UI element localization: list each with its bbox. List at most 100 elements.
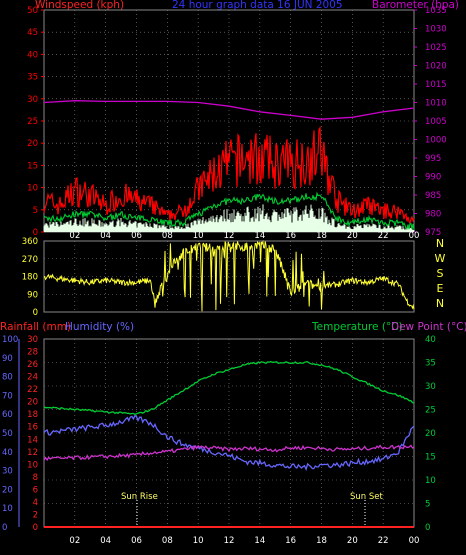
compass-label: W	[435, 252, 446, 265]
time-tick: 08	[162, 536, 173, 546]
dewpoint-line	[43, 444, 415, 462]
rainfall-tick: 4	[33, 498, 38, 508]
time-tick: 04	[100, 231, 111, 241]
rainfall-tick: 18	[27, 410, 38, 420]
direction-tick: 360	[22, 237, 38, 247]
dewpoint-label: Dew Point (°C)	[391, 321, 466, 333]
humidity-tick: 10	[2, 504, 13, 514]
temperature-tick: 25	[425, 406, 436, 416]
humidity-label: Humidity (%)	[65, 321, 134, 333]
compass-label: N	[436, 237, 444, 250]
panel2-grid	[44, 241, 414, 312]
humidity-tick: 80	[2, 373, 13, 383]
barometer-line	[43, 100, 415, 120]
time-tick: 18	[316, 536, 327, 546]
panel3-time-axis: 02 04 06 08 10 12 14 16 18 20 22 00	[69, 536, 419, 546]
temperature-tick: 15	[425, 453, 436, 463]
barometer-tick: 990	[425, 173, 441, 183]
rainfall-tick: 24	[27, 373, 38, 383]
windspeed-tick: 50	[27, 6, 38, 16]
windspeed-line	[43, 125, 415, 225]
time-tick: 20	[347, 536, 358, 546]
humidity-tick: 100	[2, 335, 18, 345]
time-tick: 14	[254, 231, 265, 241]
rainfall-tick: 28	[27, 348, 38, 358]
time-tick: 14	[254, 536, 265, 546]
windspeed-series	[43, 125, 415, 232]
humidity-tick: 40	[2, 448, 13, 458]
windspeed-tick: 45	[27, 28, 38, 38]
rainfall-tick: 10	[27, 460, 38, 470]
time-tick: 00	[409, 231, 420, 241]
windspeed-tick: 30	[27, 95, 38, 105]
time-tick: 12	[224, 536, 235, 546]
rainfall-tick: 14	[27, 435, 38, 445]
graph-title: 24 hour graph data 16 JUN 2005	[172, 0, 343, 11]
time-tick: 12	[224, 231, 235, 241]
time-tick: 16	[285, 231, 296, 241]
direction-tick: 0	[33, 308, 38, 318]
sunrise-label: Sun Rise	[121, 492, 158, 502]
humidity-tick: 50	[2, 429, 13, 439]
barometer-tick: 1025	[425, 43, 447, 53]
humidity-tick: 60	[2, 410, 13, 420]
rainfall-tick: 26	[27, 360, 38, 370]
windspeed-header: Windspeed (kph)	[35, 0, 124, 11]
direction-tick: 90	[27, 290, 38, 300]
sunset-label: Sun Set	[350, 492, 383, 502]
windspeed-tick: 40	[27, 50, 38, 60]
barometer-tick: 980	[425, 210, 441, 220]
humidity-tick: 70	[2, 391, 13, 401]
time-tick: 10	[193, 536, 204, 546]
temperature-tick: 5	[425, 500, 430, 510]
windspeed-tick: 5	[33, 206, 38, 216]
rainfall-tick: 8	[33, 473, 38, 483]
direction-tick: 270	[22, 255, 38, 265]
time-tick: 16	[285, 536, 296, 546]
compass-label: E	[437, 282, 444, 295]
time-tick: 20	[347, 231, 358, 241]
rainfall-tick: 20	[27, 398, 38, 408]
temperature-tick: 20	[425, 429, 436, 439]
time-tick: 18	[316, 231, 327, 241]
panel1-time-axis: 02 04 06 08 10 12 14 16 18 20 22 00	[69, 231, 419, 241]
panel1-grid	[44, 10, 414, 232]
windspeed-tick: 15	[27, 161, 38, 171]
temperature-tick: 40	[425, 335, 436, 345]
barometer-tick: 985	[425, 191, 441, 201]
humidity-line	[43, 414, 415, 472]
wind-direction-line	[43, 239, 415, 312]
rainfall-label: Rainfall (mm)	[0, 321, 71, 333]
temperature-tick: 30	[425, 382, 436, 392]
time-tick: 04	[100, 536, 111, 546]
temperature-axis: 0 5 10 15 20 25 30 35 40	[425, 335, 436, 533]
temperature-label: Temperature (°C)	[311, 321, 403, 333]
windspeed-tick: 0	[33, 228, 38, 238]
barometer-header: Barometer (hpa)	[372, 0, 459, 11]
barometer-tick: 995	[425, 154, 441, 164]
humidity-axis: 0 10 20 30 40 50 60 70 80 90 100	[2, 335, 20, 533]
temperature-line	[43, 360, 415, 416]
humidity-tick: 90	[2, 354, 13, 364]
rainfall-tick: 30	[27, 335, 38, 345]
direction-axis: 0 90 180 270 360	[22, 237, 38, 318]
rainfall-tick: 2	[33, 510, 38, 520]
average-wind-line	[43, 191, 415, 230]
humidity-tick: 20	[2, 485, 13, 495]
temp-humidity-panel: Sun Rise Sun Set 0102030405060708090100 …	[2, 335, 436, 546]
compass-label: N	[436, 297, 444, 310]
temperature-tick: 35	[425, 359, 436, 369]
time-tick: 00	[409, 536, 420, 546]
barometer-tick: 1000	[425, 136, 447, 146]
rainfall-tick: 0	[33, 523, 38, 533]
windspeed-tick: 20	[27, 139, 38, 149]
windspeed-tick: 10	[27, 184, 38, 194]
barometer-tick: 1030	[425, 25, 447, 35]
time-tick: 06	[131, 231, 142, 241]
barometer-tick: 1010	[425, 99, 447, 109]
rainfall-tick: 12	[27, 448, 38, 458]
